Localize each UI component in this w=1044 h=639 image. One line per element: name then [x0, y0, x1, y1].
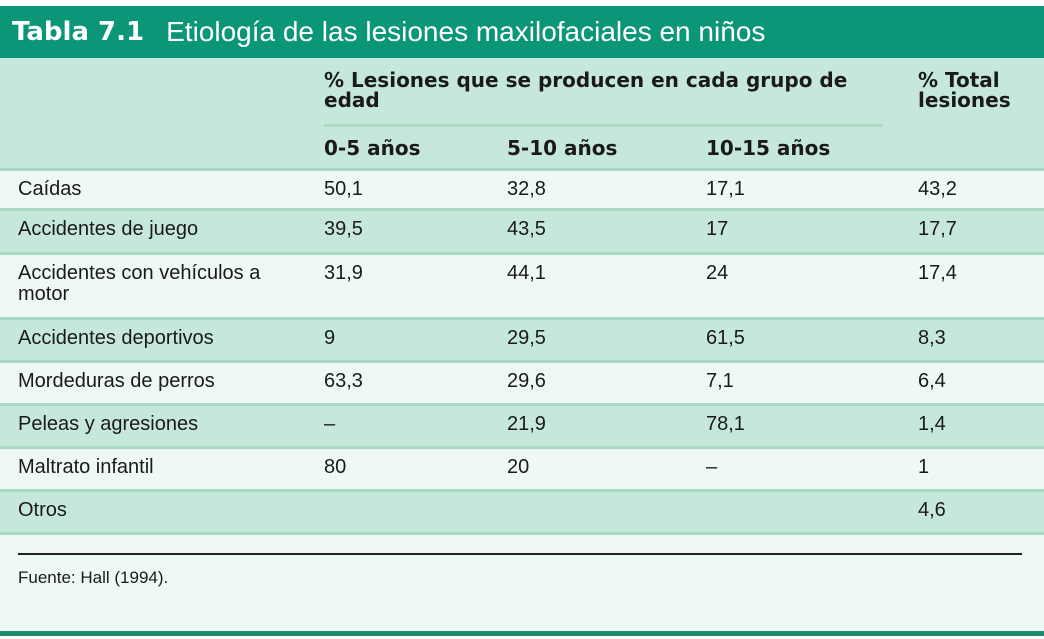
row-label: Accidentes de juego [18, 218, 199, 240]
table-title-text: Etiología de las lesiones maxilofaciales… [166, 16, 766, 47]
cell-value: 17,7 [918, 218, 957, 240]
col-header-5-10: 5-10 años [507, 136, 618, 160]
cell-value: 24 [706, 262, 729, 284]
col-header-10-15: 10-15 años [706, 136, 831, 160]
group-rule [324, 124, 882, 127]
cell-value: 17,1 [706, 178, 745, 200]
table-row: Mordeduras de perros 63,3 29,6 7,1 6,4 [0, 360, 1044, 403]
footer-rule [18, 553, 1022, 555]
cell-value: 44,1 [507, 262, 546, 284]
cell-value: 6,4 [918, 370, 946, 392]
cell-value: 29,5 [507, 327, 546, 349]
table-row: Peleas y agresiones – 21,9 78,1 1,4 [0, 403, 1044, 446]
source-note: Fuente: Hall (1994). [18, 568, 169, 587]
cell-value: 1,4 [918, 413, 946, 435]
cell-value: 78,1 [706, 413, 745, 435]
group-header: % Lesiones que se producen en cada grupo… [324, 68, 848, 112]
row-label: Accidentes con vehículos a motor [18, 262, 261, 305]
cell-value: 39,5 [324, 218, 363, 240]
cell-value: 17,4 [918, 262, 957, 284]
table-row: Maltrato infantil 80 20 – 1 [0, 446, 1044, 489]
table-row: Accidentes con vehículos a motor 31,9 44,1… [0, 252, 1044, 317]
cell-value: 8,3 [918, 327, 946, 349]
row-label: Mordeduras de perros [18, 370, 215, 392]
cell-value: 43,2 [918, 178, 957, 200]
cell-value: 17 [706, 218, 729, 240]
table-title: Tabla 7.1 Etiología de las lesiones maxi… [0, 6, 1044, 58]
table-row: Caídas 50,1 32,8 17,1 43,2 [0, 168, 1044, 208]
cell-value: 50,1 [324, 178, 363, 200]
table-row: Otros 4,6 [0, 489, 1044, 532]
cell-value: 9 [324, 327, 336, 349]
col-header-0-5: 0-5 años [324, 136, 421, 160]
row-label: Accidentes deportivos [18, 327, 214, 349]
bottom-bar [0, 631, 1044, 636]
table-row: Accidentes deportivos 9 29,5 61,5 8,3 [0, 317, 1044, 360]
table-row: Accidentes de juego 39,5 43,5 17 17,7 [0, 208, 1044, 252]
table-container: Tabla 7.1 Etiología de las lesiones maxi… [0, 6, 1044, 636]
cell-value: 4,6 [918, 499, 946, 521]
cell-value: 29,6 [507, 370, 546, 392]
cell-value: 21,9 [507, 413, 546, 435]
row-label: Otros [18, 499, 67, 521]
cell-value: 1 [918, 456, 930, 478]
row-label: Maltrato infantil [18, 456, 154, 478]
table-header: % Lesiones que se producen en cada grupo… [0, 58, 1044, 168]
cell-value: 80 [324, 456, 347, 478]
cell-value: – [706, 456, 718, 478]
cell-value: 31,9 [324, 262, 363, 284]
cell-value: 20 [507, 456, 530, 478]
cell-value: 32,8 [507, 178, 546, 200]
col-header-total: % Total lesiones [918, 68, 1011, 112]
cell-value: 63,3 [324, 370, 363, 392]
table-number: Tabla 7.1 [12, 17, 145, 47]
cell-value: 43,5 [507, 218, 546, 240]
table-end-rule [0, 532, 1044, 535]
cell-value: 7,1 [706, 370, 734, 392]
cell-value: 61,5 [706, 327, 745, 349]
cell-value: – [324, 413, 336, 435]
row-label: Peleas y agresiones [18, 413, 199, 435]
row-label: Caídas [18, 178, 82, 200]
